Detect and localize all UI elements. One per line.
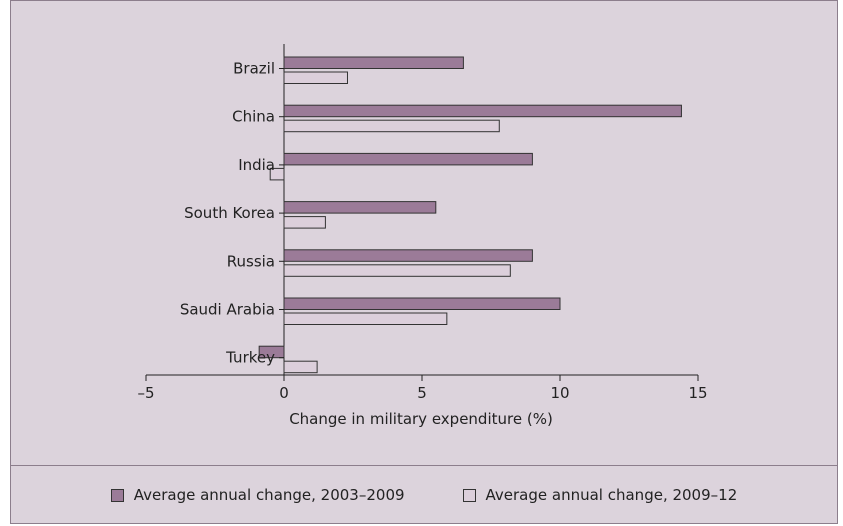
legend-divider bbox=[10, 465, 838, 466]
bar-india-series-1 bbox=[283, 152, 533, 166]
category-label: South Korea bbox=[184, 204, 275, 222]
bar-china-series-2 bbox=[283, 119, 500, 133]
legend: Average annual change, 2003–2009 Average… bbox=[10, 466, 838, 524]
bar-turkey-series-1 bbox=[258, 345, 285, 359]
bar-brazil-series-2 bbox=[283, 71, 348, 84]
x-tick-label: 10 bbox=[550, 384, 569, 402]
bar-saudi-arabia-series-1 bbox=[283, 297, 561, 310]
bar-turkey-series-2 bbox=[283, 360, 318, 374]
chart-frame bbox=[10, 0, 838, 524]
bar-south-korea-series-1 bbox=[283, 201, 437, 214]
x-tick-label: –5 bbox=[137, 384, 154, 402]
bar-russia-series-2 bbox=[283, 264, 511, 277]
bar-south-korea-series-2 bbox=[283, 216, 326, 229]
legend-label-2009-12: Average annual change, 2009–12 bbox=[485, 486, 738, 504]
bar-saudi-arabia-series-2 bbox=[283, 312, 448, 325]
x-tick-label: 0 bbox=[279, 384, 289, 402]
category-label: India bbox=[238, 156, 275, 174]
category-label: Russia bbox=[227, 252, 275, 270]
category-label: China bbox=[232, 108, 275, 126]
legend-item-2009-12: Average annual change, 2009–12 bbox=[462, 486, 738, 504]
legend-label-2003-2009: Average annual change, 2003–2009 bbox=[133, 486, 405, 504]
bar-china-series-1 bbox=[283, 104, 682, 118]
x-tick-label: 15 bbox=[688, 384, 707, 402]
bar-brazil-series-1 bbox=[283, 56, 464, 69]
category-label: Turkey bbox=[225, 349, 275, 367]
legend-swatch-2003-2009 bbox=[110, 488, 124, 502]
bar-india-series-2 bbox=[269, 167, 285, 181]
bar-russia-series-1 bbox=[283, 249, 533, 262]
legend-item-2003-2009: Average annual change, 2003–2009 bbox=[110, 486, 405, 504]
x-axis-title: Change in military expenditure (%) bbox=[289, 410, 553, 428]
category-label: Saudi Arabia bbox=[180, 301, 275, 319]
legend-swatch-2009-12 bbox=[462, 488, 476, 502]
x-tick-label: 5 bbox=[417, 384, 427, 402]
category-label: Brazil bbox=[233, 60, 275, 78]
